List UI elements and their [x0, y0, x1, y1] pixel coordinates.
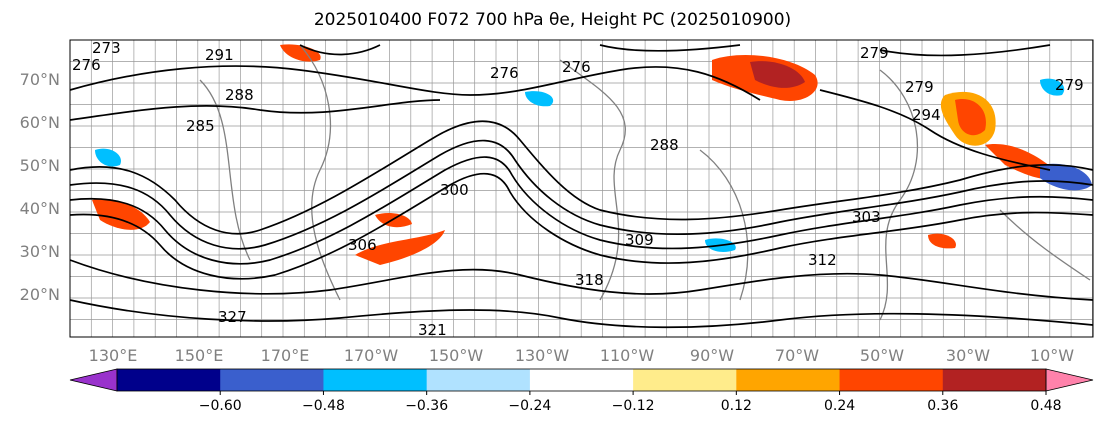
warm-anomaly-north-atlantic-core — [955, 99, 986, 136]
contour-label: 273 — [92, 39, 121, 57]
contour-label: 291 — [205, 46, 234, 64]
contour-label: 306 — [348, 236, 377, 254]
contour-label: 321 — [418, 321, 447, 339]
contour-label: 276 — [490, 64, 519, 82]
contour-label: 279 — [1055, 76, 1084, 94]
cold-anomaly-arctic — [525, 91, 554, 107]
lon-label: 130°E — [89, 346, 138, 365]
contour-label: 309 — [625, 231, 654, 249]
lon-label: 170°W — [344, 346, 399, 365]
warm-anomaly-pacific-front — [355, 230, 445, 265]
colorbar-segment — [736, 369, 841, 391]
colorbar-tick-label: 0.48 — [1030, 398, 1061, 414]
colorbar-tick-label: 0.36 — [927, 398, 958, 414]
colorbar-tick-label: 0.12 — [721, 398, 752, 414]
lon-label: 130°W — [515, 346, 570, 365]
lon-label: 70°W — [775, 346, 819, 365]
colorbar-segment — [942, 369, 1047, 391]
lat-label: 70°N — [20, 70, 60, 89]
lon-label: 50°W — [860, 346, 904, 365]
anomaly-shading — [92, 44, 1092, 265]
lat-label: 60°N — [20, 113, 60, 132]
colorbar-tick-label: −0.36 — [405, 398, 448, 414]
map-panel: 273 276 285 288 291 276 279 276 279 294 … — [69, 39, 1094, 339]
colorbar-segment — [220, 369, 324, 391]
contour-label: 276 — [72, 56, 101, 74]
colorbar-segment — [117, 369, 221, 391]
contour-label: 300 — [440, 181, 469, 199]
lon-label: 90°W — [690, 346, 734, 365]
longitude-labels: 130°E 150°E 170°E 170°W 150°W 130°W 110°… — [89, 346, 1075, 365]
lat-label: 40°N — [20, 199, 60, 218]
warm-anomaly-hudson-core — [750, 61, 805, 88]
map-frame — [69, 39, 1094, 338]
lat-label: 50°N — [20, 156, 60, 175]
colorbar-frame — [116, 368, 1047, 392]
contour-label: 294 — [912, 106, 941, 124]
lon-label: 110°W — [600, 346, 655, 365]
contour-label: 318 — [575, 271, 604, 289]
contour-labels: 273 276 285 288 291 276 279 276 279 294 … — [72, 39, 1084, 339]
colorbar-segment — [426, 369, 531, 391]
cold-anomaly-asia-coast — [95, 148, 121, 167]
contour-label: 327 — [218, 308, 247, 326]
lon-label: 30°W — [946, 346, 990, 365]
lon-label: 150°E — [175, 346, 224, 365]
contour-label: 303 — [852, 208, 881, 226]
colorbar-tick-label: −0.60 — [199, 398, 242, 414]
lon-label: 170°E — [261, 346, 310, 365]
colorbar-segment — [633, 369, 737, 391]
latitude-labels: 70°N 60°N 50°N 40°N 30°N 20°N — [20, 70, 60, 304]
colorbar-segment — [839, 369, 944, 391]
colorbar-extend-low — [69, 368, 118, 392]
colorbar-tick-label: −0.48 — [302, 398, 345, 414]
plot-title: 2025010400 F072 700 hPa θe, Height PC (2… — [313, 10, 792, 30]
lat-label: 20°N — [20, 285, 60, 304]
lon-label: 10°W — [1030, 346, 1074, 365]
colorbar-extend-high — [1045, 368, 1094, 392]
contour-label: 288 — [650, 136, 679, 154]
colorbar-segment — [323, 369, 428, 391]
colorbar-tick-label: 0.24 — [824, 398, 855, 414]
colorbar: −0.60 −0.48 −0.36 −0.24 −0.12 0.12 0.24 0.36 0.4… — [69, 368, 1094, 414]
contour-label: 279 — [860, 44, 889, 62]
cold-anomaly-atlantic-north — [1040, 78, 1065, 96]
contour-label: 312 — [808, 251, 837, 269]
contour-label: 276 — [562, 58, 591, 76]
lon-label: 150°W — [429, 346, 484, 365]
theta-e-contours — [69, 44, 1094, 329]
warm-anomaly-asia-coast — [92, 198, 150, 230]
height-contours — [199, 44, 1091, 321]
colorbar-segment — [529, 369, 634, 391]
contour-label: 279 — [905, 78, 934, 96]
colorbar-tick-label: −0.24 — [508, 398, 551, 414]
colorbar-tick-label: −0.12 — [612, 398, 655, 414]
lat-label: 30°N — [20, 242, 60, 261]
warm-anomaly-atlantic-south — [928, 233, 956, 249]
contour-label: 285 — [186, 117, 215, 135]
contour-label: 288 — [225, 86, 254, 104]
